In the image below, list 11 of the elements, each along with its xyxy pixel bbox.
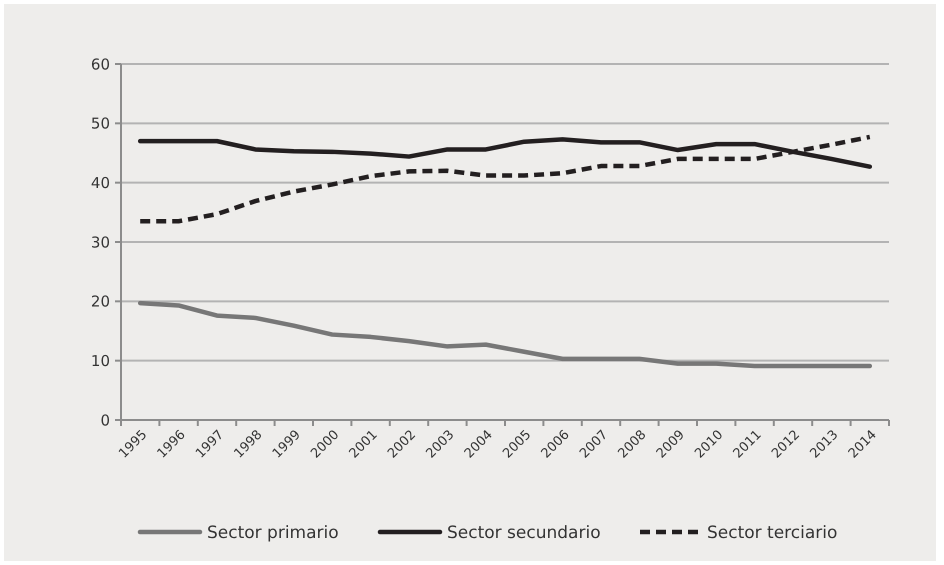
line-series	[138, 300, 872, 368]
y-tick-label: 50	[90, 114, 110, 133]
y-tick-label: 0	[100, 411, 110, 430]
y-tick-label: 30	[90, 233, 110, 252]
legend-label: Sector secundario	[447, 522, 601, 543]
y-tick-label: 60	[90, 55, 110, 74]
legend-label: Sector primario	[207, 522, 339, 543]
legend-label: Sector terciario	[707, 522, 838, 543]
y-tick-label: 40	[90, 174, 110, 192]
y-tick-label: 20	[90, 292, 110, 311]
y-tick-label: 10	[90, 352, 110, 370]
